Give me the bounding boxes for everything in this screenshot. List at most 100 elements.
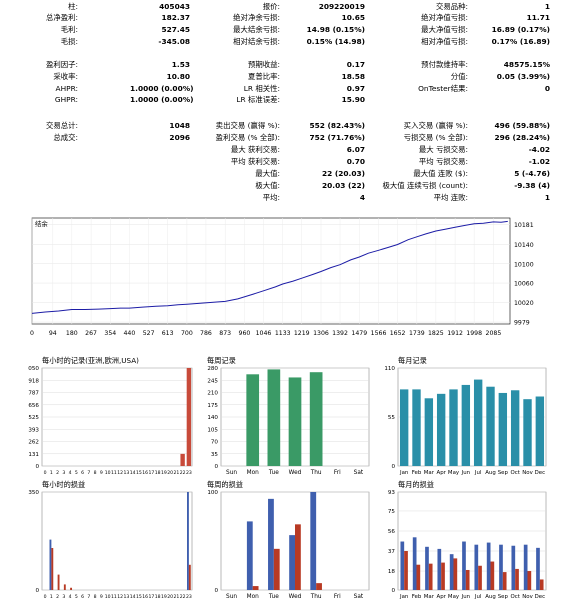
x-tick-label: 7 [87, 470, 90, 476]
x-tick-label: 2085 [486, 330, 502, 337]
y-tick-label: 10140 [514, 242, 534, 249]
stat-label: 最大净值亏损: [421, 25, 468, 34]
chart-title: 每周的损益 [207, 480, 243, 489]
stat-label: 买入交易 (赢得 %): [403, 121, 468, 130]
x-tick-label: Sep [498, 594, 509, 600]
stat-value: 182.37 [161, 13, 190, 22]
x-tick-label: May [448, 470, 460, 476]
y-tick-label: 0 [391, 464, 395, 470]
bar [428, 563, 433, 590]
y-tick-label: 280 [207, 366, 218, 372]
x-tick-label: 4 [69, 594, 72, 600]
stat-value: 14.98 (0.15%) [306, 25, 365, 34]
bar [57, 574, 60, 590]
stat-label: 采收率: [53, 72, 78, 81]
stat-value: 4 [359, 193, 365, 202]
stat-value: 496 (59.88%) [494, 121, 550, 130]
stat-value: 2096 [169, 133, 190, 142]
y-tick-label: 393 [28, 428, 39, 434]
x-tick-label: 11 [111, 470, 117, 476]
bar [412, 537, 417, 590]
y-tick-label: 93 [388, 490, 396, 496]
bar [252, 586, 259, 590]
x-tick-label: Wed [289, 594, 302, 600]
x-tick-label: 1046 [256, 330, 272, 337]
chart-title: 每周记录 [207, 356, 236, 365]
stat-value: 15.90 [341, 95, 365, 104]
bar [523, 399, 532, 466]
x-tick-label: 10 [105, 470, 111, 476]
stat-value: 1 [544, 193, 550, 202]
stat-label: GHPR: [54, 95, 78, 104]
stat-label: 最大 亏损交易: [418, 145, 468, 154]
bar [188, 564, 191, 590]
stat-value: 296 (28.24%) [494, 133, 550, 142]
bar [416, 564, 421, 590]
bar [436, 393, 446, 466]
x-tick-label: 13 [123, 594, 129, 600]
bar [490, 561, 495, 590]
stat-label: 交易品种: [435, 2, 468, 11]
x-tick-label: Sun [226, 470, 237, 476]
bar [437, 548, 442, 590]
stat-label: 平均 获利交易: [230, 157, 280, 166]
x-tick-label: 0 [30, 330, 34, 337]
x-tick-label: 354 [104, 330, 116, 337]
stat-value: 1.0000 (0.00%) [130, 95, 194, 104]
bar [49, 539, 52, 590]
bar [498, 392, 508, 466]
bar [180, 453, 185, 466]
stat-label: LR 标准误差: [236, 95, 280, 104]
stat-label: AHPR: [55, 84, 78, 93]
x-tick-label: 17 [148, 470, 154, 476]
bar [474, 544, 479, 590]
x-tick-label: 20 [167, 470, 173, 476]
x-tick-label: May [448, 594, 460, 600]
y-tick-label: 1050 [28, 366, 39, 372]
x-tick-label: 2 [56, 594, 59, 600]
x-tick-label: Thu [310, 594, 322, 600]
x-tick-label: 1479 [351, 330, 367, 337]
stat-value: 1 [544, 2, 550, 11]
stat-value: 0.17 [346, 60, 365, 69]
chart-title: 每小时的记录(亚洲,欧洲,USA) [42, 356, 139, 365]
x-tick-label: Feb [412, 594, 422, 600]
stat-value: 752 (71.76%) [309, 133, 365, 142]
y-tick-label: 656 [28, 403, 39, 409]
x-tick-label: 786 [200, 330, 212, 337]
stat-value: 1.53 [171, 60, 190, 69]
x-tick-label: 5 [75, 470, 78, 476]
chart-title: 结余 [35, 219, 48, 228]
bar [486, 542, 491, 590]
stat-label: 毛利: [60, 25, 78, 34]
stat-label: 报价: [262, 2, 280, 11]
stat-label: 平均: [262, 193, 280, 202]
bar [267, 369, 281, 466]
x-tick-label: Jun [461, 594, 470, 600]
bar [515, 568, 519, 590]
x-tick-label: Dec [535, 594, 545, 600]
x-tick-label: 6 [81, 470, 84, 476]
x-tick-label: 6 [81, 594, 84, 600]
x-tick-label: Apr [437, 470, 447, 476]
stat-label: 最大值 连败 ($): [413, 169, 468, 178]
plot-frame [397, 491, 547, 591]
bar [527, 571, 532, 590]
stat-value: 0 [544, 84, 550, 93]
x-tick-label: 14 [130, 594, 136, 600]
x-tick-label: 21 [173, 594, 179, 600]
plot-frame [41, 491, 193, 591]
stat-value: 405043 [159, 2, 190, 11]
y-tick-label: 262 [28, 440, 39, 446]
stat-value: 527.45 [161, 25, 190, 34]
stat-value: -4.02 [528, 145, 550, 154]
y-tick-label: 10100 [514, 261, 534, 268]
stat-value: 6.07 [346, 145, 365, 154]
chart-title: 每月记录 [398, 356, 427, 365]
y-tick-label: 0 [35, 464, 39, 470]
x-tick-label: Jan [399, 470, 408, 476]
x-tick-label: Tue [268, 470, 279, 476]
x-tick-label: Oct [511, 470, 520, 476]
bar [268, 498, 274, 590]
